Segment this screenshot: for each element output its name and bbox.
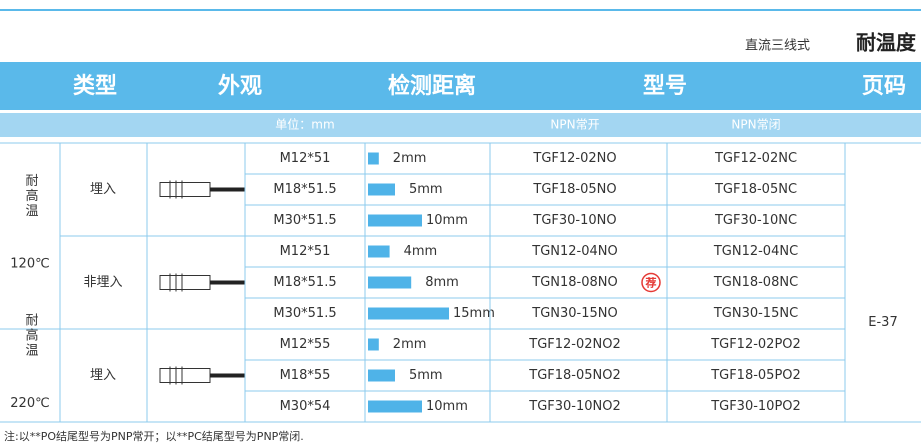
size: M12*55 bbox=[280, 337, 331, 352]
sensor-body bbox=[159, 182, 211, 197]
model-no: TGN18-08NO bbox=[531, 275, 617, 290]
model-nc: TGN18-08NC bbox=[713, 275, 798, 290]
size: M12*51 bbox=[280, 151, 331, 166]
model-no: TGF12-02NO2 bbox=[528, 337, 621, 352]
model-nc: TGF30-10PO2 bbox=[710, 399, 801, 414]
distance-label: 4mm bbox=[404, 244, 438, 259]
header-band bbox=[0, 62, 921, 110]
page-ref: E-37 bbox=[868, 315, 897, 330]
size: M12*51 bbox=[280, 244, 331, 259]
size: M18*51.5 bbox=[273, 275, 336, 290]
model-no: TGF30-10NO bbox=[532, 213, 616, 228]
model-no: TGN12-04NO bbox=[531, 244, 617, 259]
distance-bar bbox=[368, 369, 395, 382]
distance-bar bbox=[368, 400, 422, 413]
model-nc: TGN12-04NC bbox=[713, 244, 798, 259]
footnote: 注:以**PO结尾型号为PNP常开；以**PC结尾型号为PNP常闭. bbox=[4, 429, 304, 443]
model-no: TGN30-15NO bbox=[531, 306, 617, 321]
sensor-body bbox=[159, 275, 211, 290]
mount-type: 埋入 bbox=[90, 368, 116, 383]
distance-label: 10mm bbox=[426, 399, 468, 414]
distance-bar bbox=[368, 338, 379, 351]
size: M30*51.5 bbox=[273, 213, 336, 228]
model-no: TGF18-05NO2 bbox=[528, 368, 621, 383]
size: M18*51.5 bbox=[273, 182, 336, 197]
distance-bar bbox=[368, 245, 390, 258]
model-nc: TGN30-15NC bbox=[713, 306, 798, 321]
distance-label: 8mm bbox=[425, 275, 459, 290]
unit-label: 单位：mm bbox=[275, 117, 334, 132]
distance-label: 2mm bbox=[393, 151, 427, 166]
size: M30*54 bbox=[280, 399, 331, 414]
model-nc: TGF12-02PO2 bbox=[710, 337, 801, 352]
column-header: 型号 bbox=[643, 74, 687, 99]
temp-label: 耐高温 bbox=[23, 313, 39, 358]
mount-type: 埋入 bbox=[90, 182, 116, 197]
model-no: TGF18-05NO bbox=[532, 182, 616, 197]
badge: 荐 bbox=[645, 276, 657, 290]
page-title: 耐温度 bbox=[856, 31, 917, 55]
temp-label: 耐高温 bbox=[23, 174, 39, 219]
model-nc: TGF18-05NC bbox=[714, 182, 797, 197]
distance-bar bbox=[368, 152, 379, 165]
column-header: 检测距离 bbox=[388, 73, 476, 99]
model-no: TGF12-02NO bbox=[532, 151, 616, 166]
distance-label: 10mm bbox=[426, 213, 468, 228]
model-nc: TGF12-02NC bbox=[714, 151, 797, 166]
sensor-body bbox=[159, 368, 211, 383]
temp-value: 120℃ bbox=[10, 257, 49, 272]
badge-circle bbox=[641, 272, 661, 293]
distance-bar bbox=[368, 276, 412, 289]
distance-bar bbox=[368, 307, 449, 320]
mount-type: 非埋入 bbox=[83, 275, 122, 290]
sensor-cable bbox=[210, 187, 245, 192]
distance-bar bbox=[368, 183, 395, 196]
column-header: 外观 bbox=[218, 73, 262, 99]
distance-label: 15mm bbox=[453, 306, 495, 321]
sensor-cable bbox=[210, 280, 245, 285]
size: M30*51.5 bbox=[273, 306, 336, 321]
model-nc: TGF30-10NC bbox=[714, 213, 797, 228]
size: M18*55 bbox=[280, 368, 331, 383]
column-header: 页码 bbox=[862, 74, 906, 99]
series-label: 直流三线式 bbox=[745, 39, 810, 54]
nc-label: NPN常闭 bbox=[731, 118, 780, 132]
model-no: TGF30-10NO2 bbox=[528, 399, 621, 414]
temp-value: 220℃ bbox=[10, 396, 49, 411]
subheader-band bbox=[0, 113, 921, 137]
distance-label: 2mm bbox=[393, 337, 427, 352]
model-nc: TGF18-05PO2 bbox=[710, 368, 801, 383]
no-label: NPN常开 bbox=[550, 118, 599, 132]
sensor-cable bbox=[210, 373, 245, 378]
distance-label: 5mm bbox=[409, 182, 443, 197]
column-header: 类型 bbox=[73, 74, 117, 99]
distance-label: 5mm bbox=[409, 368, 443, 383]
distance-bar bbox=[368, 214, 422, 227]
